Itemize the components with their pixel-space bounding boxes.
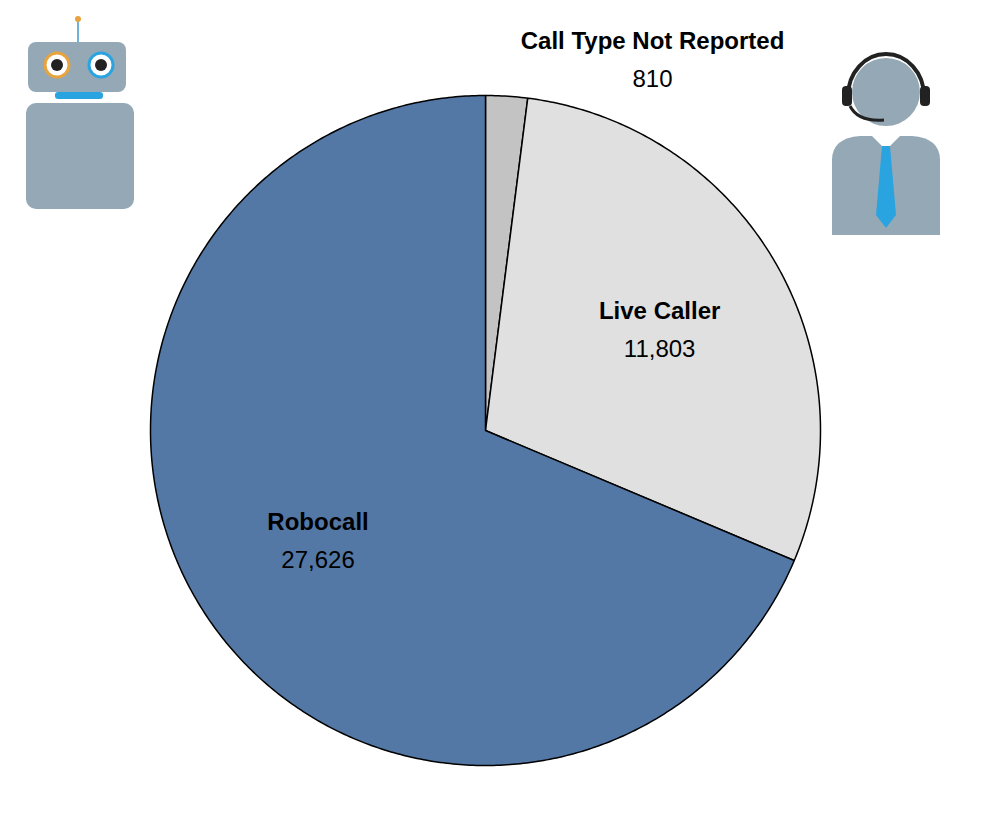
svg-text:11,803: 11,803 bbox=[624, 335, 696, 362]
svg-text:Robocall: Robocall bbox=[267, 508, 368, 535]
svg-text:Call Type Not Reported: Call Type Not Reported bbox=[521, 27, 785, 54]
svg-text:Live Caller: Live Caller bbox=[599, 297, 720, 324]
svg-text:27,626: 27,626 bbox=[281, 546, 354, 573]
svg-text:810: 810 bbox=[632, 65, 672, 92]
